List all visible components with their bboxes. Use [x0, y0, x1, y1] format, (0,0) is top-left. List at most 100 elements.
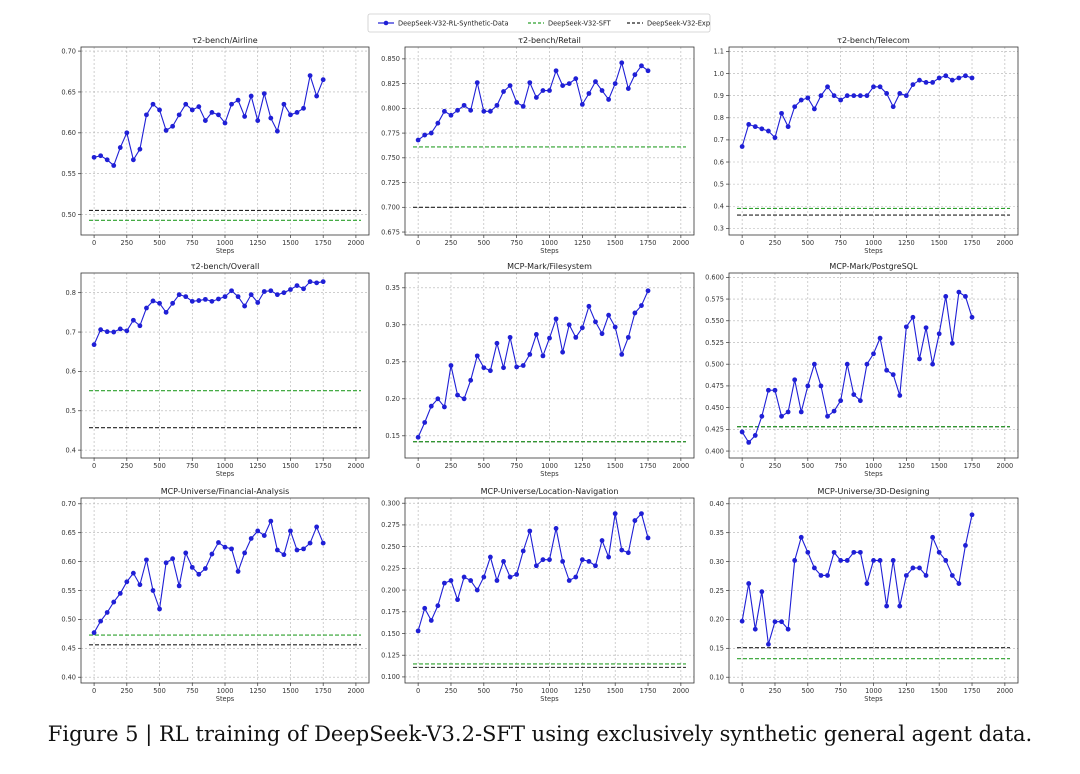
data-point	[540, 88, 546, 93]
x-tick-label: 750	[510, 687, 523, 695]
data-point	[196, 298, 202, 303]
data-point	[216, 112, 221, 118]
data-point	[157, 606, 162, 612]
y-tick-label: 0.200	[381, 586, 400, 594]
data-point	[157, 107, 162, 113]
y-tick-label: 1.0	[714, 70, 725, 78]
data-point	[229, 101, 234, 107]
x-tick-label: 500	[478, 462, 491, 470]
x-tick-label: 250	[769, 462, 782, 470]
data-point	[785, 124, 791, 130]
data-point	[170, 123, 176, 129]
data-point	[274, 547, 280, 553]
x-tick-label: 2000	[348, 239, 365, 247]
data-point	[301, 546, 306, 552]
data-point	[963, 543, 968, 548]
data-point	[851, 549, 857, 555]
data-point	[910, 82, 916, 87]
data-point	[851, 93, 857, 99]
chart-title: MCP-Universe/Location-Navigation	[481, 487, 619, 496]
x-tick-label: 750	[510, 462, 523, 470]
data-point	[514, 100, 520, 105]
data-point	[943, 558, 949, 563]
data-point	[170, 300, 176, 306]
data-point	[963, 73, 968, 79]
data-point	[474, 587, 480, 593]
data-point	[320, 77, 326, 83]
chart-panel-2: τ2-bench/Telecom 0 250 500 750 1000 1250 1500 17…	[714, 36, 1019, 255]
x-tick-label: 500	[153, 687, 166, 695]
x-tick-label: 750	[186, 687, 199, 695]
x-tick-label: 1500	[282, 687, 299, 695]
x-tick-label: 500	[478, 239, 491, 247]
data-point	[798, 409, 804, 415]
data-point	[785, 409, 791, 415]
data-point	[261, 289, 267, 294]
data-point	[864, 361, 870, 367]
data-point	[943, 73, 949, 79]
y-tick-label: 0.5	[714, 180, 725, 188]
x-tick-label: 1500	[282, 462, 299, 470]
y-tick-label: 0.100	[381, 673, 400, 681]
chart-title: τ2-bench/Retail	[518, 36, 581, 45]
data-point	[746, 581, 752, 586]
data-point	[415, 137, 421, 143]
data-point	[903, 93, 909, 99]
data-point	[196, 104, 202, 110]
y-tick-label: 0.575	[705, 295, 724, 303]
data-point	[579, 557, 585, 563]
x-tick-label: 0	[740, 462, 744, 470]
plot-frame	[728, 46, 1019, 236]
data-point	[936, 75, 942, 81]
data-point	[619, 352, 625, 357]
data-point	[871, 84, 876, 90]
chart-panel-5: MCP-Mark/PostgreSQL 0 250 500 750 1000 1250 150…	[705, 262, 1019, 478]
x-tick-label: 1750	[964, 239, 981, 247]
data-point	[255, 300, 261, 305]
data-point	[501, 365, 506, 371]
data-point	[818, 573, 824, 578]
y-tick-label: 0.225	[381, 565, 400, 573]
x-tick-label: 1750	[315, 687, 332, 695]
data-point	[923, 325, 929, 331]
data-point	[877, 335, 883, 341]
data-point	[268, 115, 274, 121]
y-tick-label: 1.1	[714, 48, 725, 56]
data-point	[320, 279, 326, 285]
y-tick-label: 0.525	[705, 339, 724, 347]
data-point	[216, 296, 221, 302]
data-point	[871, 351, 876, 357]
legend-label-1: DeepSeek-V32-SFT	[548, 20, 612, 28]
x-axis-label: Steps	[216, 470, 235, 478]
y-tick-label: 0.5	[66, 407, 77, 415]
x-tick-label: 1250	[574, 239, 591, 247]
legend-marker-0	[383, 20, 389, 26]
data-point	[494, 340, 500, 346]
x-tick-label: 1000	[541, 462, 558, 470]
data-point	[150, 298, 156, 304]
plot-frame	[80, 497, 370, 684]
legend-label-0: DeepSeek-V32-RL-Synthetic-Data	[398, 20, 509, 28]
data-point	[586, 559, 592, 564]
data-point	[930, 534, 936, 540]
data-point	[759, 589, 765, 595]
data-point	[831, 549, 837, 555]
x-tick-label: 1750	[640, 239, 657, 247]
data-point	[98, 327, 104, 333]
y-tick-label: 0.150	[381, 630, 400, 638]
data-point	[593, 79, 598, 85]
data-point	[553, 316, 559, 322]
data-point	[851, 392, 857, 397]
data-point	[606, 312, 612, 318]
data-point	[248, 93, 254, 99]
x-tick-label: 500	[478, 687, 491, 695]
data-point	[923, 573, 929, 578]
data-point	[202, 118, 208, 123]
x-tick-label: 1000	[541, 687, 558, 695]
x-axis-label: Steps	[540, 247, 559, 255]
data-point	[189, 298, 195, 304]
data-point	[844, 93, 850, 99]
x-tick-label: 1500	[607, 239, 624, 247]
y-tick-label: 0.7	[66, 328, 77, 336]
data-point	[468, 107, 474, 113]
